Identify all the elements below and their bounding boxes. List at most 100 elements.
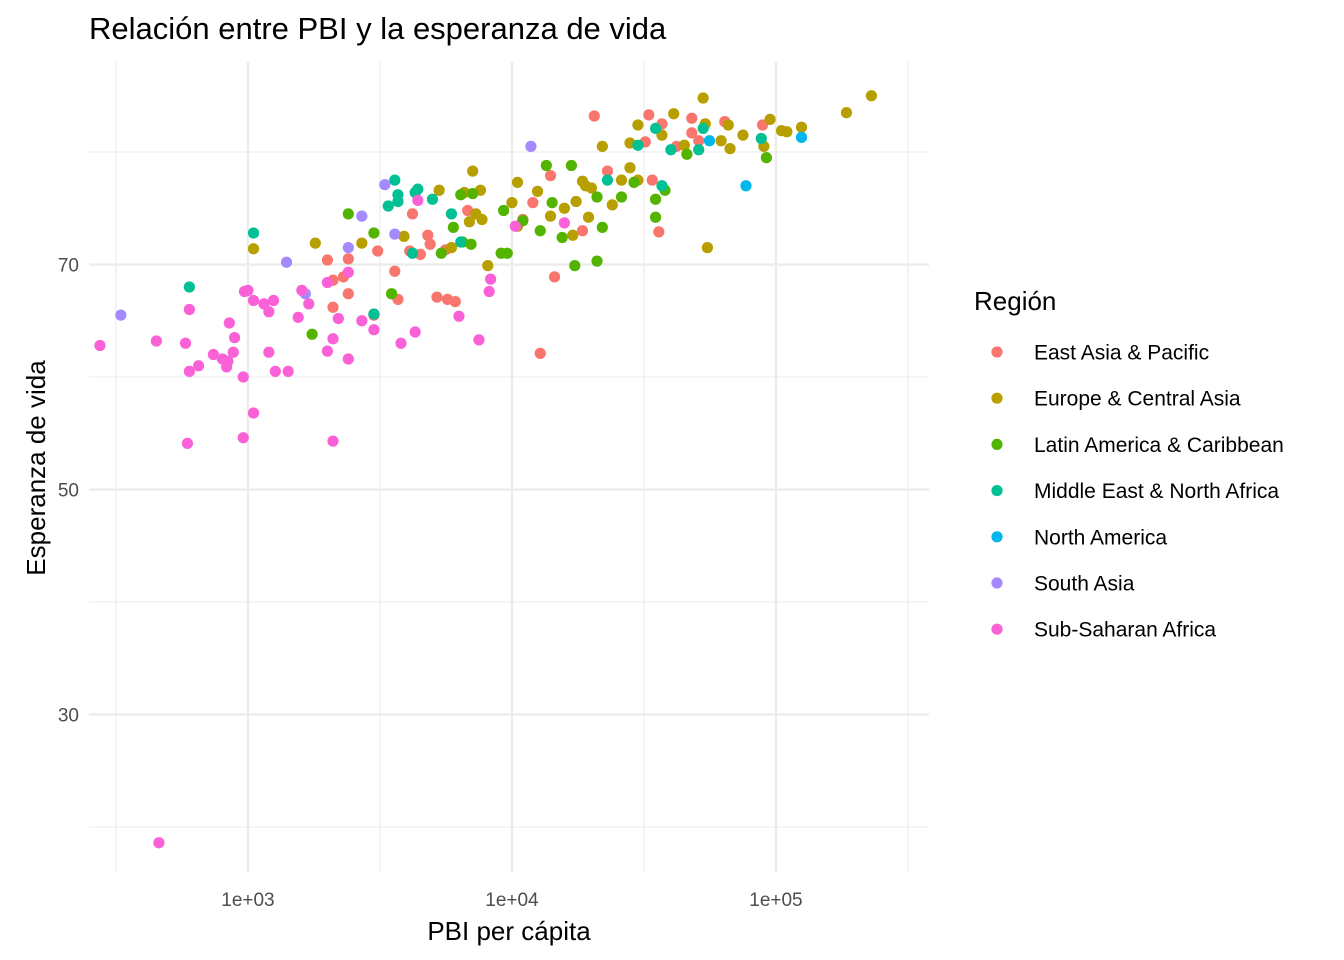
data-point bbox=[795, 131, 808, 143]
data-point bbox=[755, 132, 767, 145]
data-point bbox=[282, 365, 294, 377]
x-axis-title: PBI per cápita bbox=[427, 916, 591, 946]
data-point bbox=[342, 208, 354, 220]
y-axis-title: Esperanza de vida bbox=[21, 360, 51, 576]
legend-label: Europe & Central Asia bbox=[1034, 388, 1241, 411]
data-point bbox=[406, 247, 419, 259]
data-point bbox=[398, 230, 410, 242]
data-point bbox=[567, 229, 579, 241]
data-point bbox=[453, 310, 465, 322]
legend-swatch bbox=[991, 392, 1003, 404]
legend-label: South Asia bbox=[1034, 573, 1135, 596]
data-point bbox=[342, 266, 354, 278]
data-point bbox=[247, 407, 260, 419]
data-point bbox=[546, 197, 558, 209]
data-point bbox=[424, 238, 436, 250]
data-point bbox=[525, 140, 537, 152]
data-point bbox=[445, 242, 458, 254]
data-point bbox=[601, 174, 614, 186]
legend-label: Sub-Saharan Africa bbox=[1034, 619, 1216, 642]
data-point bbox=[697, 122, 709, 134]
legend-label: Latin America & Caribbean bbox=[1034, 434, 1284, 457]
data-point bbox=[368, 227, 380, 239]
data-point bbox=[237, 371, 249, 383]
legend-swatch bbox=[991, 531, 1003, 543]
data-point bbox=[445, 208, 458, 220]
data-point bbox=[321, 345, 334, 357]
data-point bbox=[395, 337, 407, 349]
series-middle-east-north-africa bbox=[183, 122, 767, 320]
data-point bbox=[368, 324, 380, 336]
data-point bbox=[656, 180, 668, 192]
data-point bbox=[412, 183, 424, 195]
data-point bbox=[548, 271, 561, 283]
data-point bbox=[565, 159, 578, 172]
data-point bbox=[192, 360, 205, 372]
data-point bbox=[183, 281, 195, 293]
legend-swatch bbox=[991, 438, 1003, 450]
x-tick-label: 1e+04 bbox=[485, 890, 539, 911]
data-point bbox=[183, 365, 195, 377]
data-point bbox=[306, 328, 318, 340]
data-point bbox=[342, 253, 354, 265]
data-point bbox=[615, 174, 628, 186]
data-points bbox=[94, 90, 878, 849]
data-point bbox=[392, 195, 404, 208]
data-point bbox=[269, 365, 281, 377]
data-point bbox=[476, 213, 488, 226]
data-point bbox=[865, 90, 878, 102]
data-point bbox=[389, 228, 401, 240]
data-point bbox=[426, 193, 439, 205]
data-point bbox=[181, 437, 194, 449]
data-point bbox=[223, 317, 235, 329]
data-point bbox=[431, 291, 443, 303]
data-point bbox=[372, 245, 384, 257]
data-point bbox=[455, 189, 467, 201]
data-point bbox=[632, 139, 644, 151]
data-point bbox=[467, 165, 479, 177]
x-tick-label: 1e+03 bbox=[221, 890, 274, 911]
data-point bbox=[382, 200, 394, 212]
data-point bbox=[556, 231, 568, 244]
data-point bbox=[693, 144, 705, 156]
series-north-america bbox=[703, 131, 808, 192]
data-point bbox=[760, 152, 772, 164]
data-point bbox=[463, 216, 475, 228]
data-point bbox=[715, 135, 727, 147]
data-point bbox=[296, 284, 308, 296]
data-point bbox=[737, 129, 749, 141]
data-point bbox=[237, 432, 249, 444]
data-point bbox=[247, 227, 260, 239]
y-tick-label: 30 bbox=[58, 706, 79, 727]
data-point bbox=[498, 204, 510, 217]
data-point bbox=[303, 298, 315, 310]
data-point bbox=[115, 309, 127, 321]
legend-items: East Asia & Pacific Europe & Central Asia… bbox=[991, 342, 1284, 642]
data-point bbox=[422, 229, 434, 241]
data-point bbox=[781, 126, 793, 138]
data-point bbox=[473, 334, 485, 346]
chart-title: Relación entre PBI y la esperanza de vid… bbox=[89, 11, 667, 46]
data-point bbox=[534, 225, 546, 237]
data-point bbox=[649, 211, 662, 223]
data-point bbox=[227, 346, 239, 358]
data-point bbox=[207, 348, 220, 361]
legend: Región East Asia & Pacific Europe & Centr… bbox=[974, 286, 1284, 642]
data-point bbox=[591, 255, 603, 267]
data-point bbox=[449, 296, 461, 308]
data-point bbox=[228, 332, 241, 344]
data-point bbox=[292, 311, 304, 323]
data-point bbox=[484, 273, 497, 285]
data-point bbox=[409, 326, 421, 338]
data-point bbox=[280, 256, 293, 268]
data-point bbox=[309, 237, 321, 249]
data-point bbox=[540, 159, 552, 172]
legend-label: Middle East & North Africa bbox=[1034, 480, 1279, 503]
data-point bbox=[332, 312, 344, 325]
data-point bbox=[447, 221, 459, 233]
data-point bbox=[368, 308, 380, 320]
data-point bbox=[389, 174, 401, 186]
data-point bbox=[570, 195, 582, 208]
data-point bbox=[247, 243, 260, 255]
data-point bbox=[596, 221, 608, 233]
